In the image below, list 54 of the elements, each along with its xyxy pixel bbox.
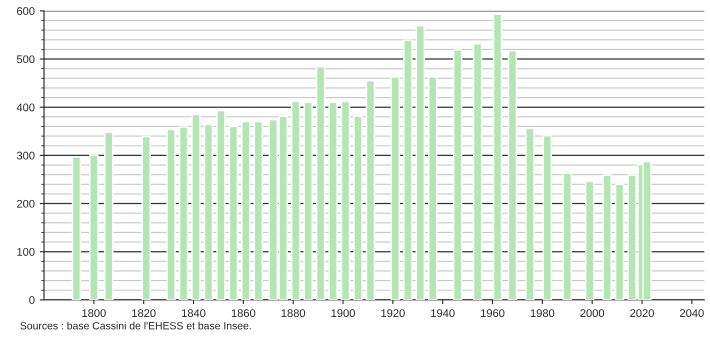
bar	[340, 100, 350, 300]
x-tick-label: 1860	[232, 309, 256, 318]
x-tick-label: 1840	[182, 309, 206, 318]
bar	[602, 174, 612, 300]
bar	[390, 76, 400, 300]
bar	[416, 25, 425, 300]
bar	[178, 126, 188, 300]
x-tick-label: 2000	[580, 309, 604, 318]
bar	[228, 126, 238, 300]
bar	[428, 76, 438, 300]
x-tick-label: 1960	[481, 309, 504, 318]
bar	[241, 120, 251, 300]
x-tick-label: 1900	[332, 309, 355, 318]
y-tick-label: 500	[16, 55, 35, 64]
bar	[166, 128, 176, 300]
x-tick-label: 1940	[431, 309, 455, 318]
bar	[104, 132, 114, 300]
y-tick-label: 0	[29, 296, 35, 304]
y-tick-label: 600	[17, 7, 35, 16]
bar	[254, 120, 263, 300]
bar	[303, 102, 313, 300]
bar	[403, 40, 412, 300]
bar	[562, 172, 572, 300]
bar	[366, 80, 376, 300]
x-tick-label: 1980	[530, 309, 554, 318]
x-tick-label: 1880	[282, 309, 306, 318]
y-tick-label: 300	[16, 152, 35, 160]
bar	[89, 154, 99, 300]
bar	[142, 136, 151, 300]
bar	[328, 102, 338, 300]
bar	[291, 100, 300, 300]
bar	[542, 134, 552, 300]
x-tick-label: 1920	[381, 309, 405, 318]
bar	[191, 114, 201, 300]
bar	[508, 50, 518, 300]
bar	[204, 124, 214, 300]
y-tick-label: 100	[17, 248, 35, 256]
y-tick-label: 200	[17, 200, 35, 208]
bar	[492, 14, 502, 300]
source-note: Sources : base Cassini de l'EHESS et base Insee.	[20, 322, 251, 330]
bar	[216, 110, 226, 300]
y-tick-label: 400	[16, 103, 35, 112]
x-tick-label: 2040	[680, 309, 704, 318]
bar	[316, 66, 326, 300]
bar	[72, 156, 82, 300]
bar	[353, 116, 363, 300]
bar	[614, 184, 624, 300]
bar	[472, 42, 482, 300]
bar	[585, 180, 594, 300]
bar	[452, 49, 462, 300]
x-tick-label: 1820	[132, 309, 156, 318]
x-tick-label: 2020	[630, 309, 654, 318]
x-tick-label: 1800	[82, 309, 106, 318]
bar	[525, 128, 535, 300]
